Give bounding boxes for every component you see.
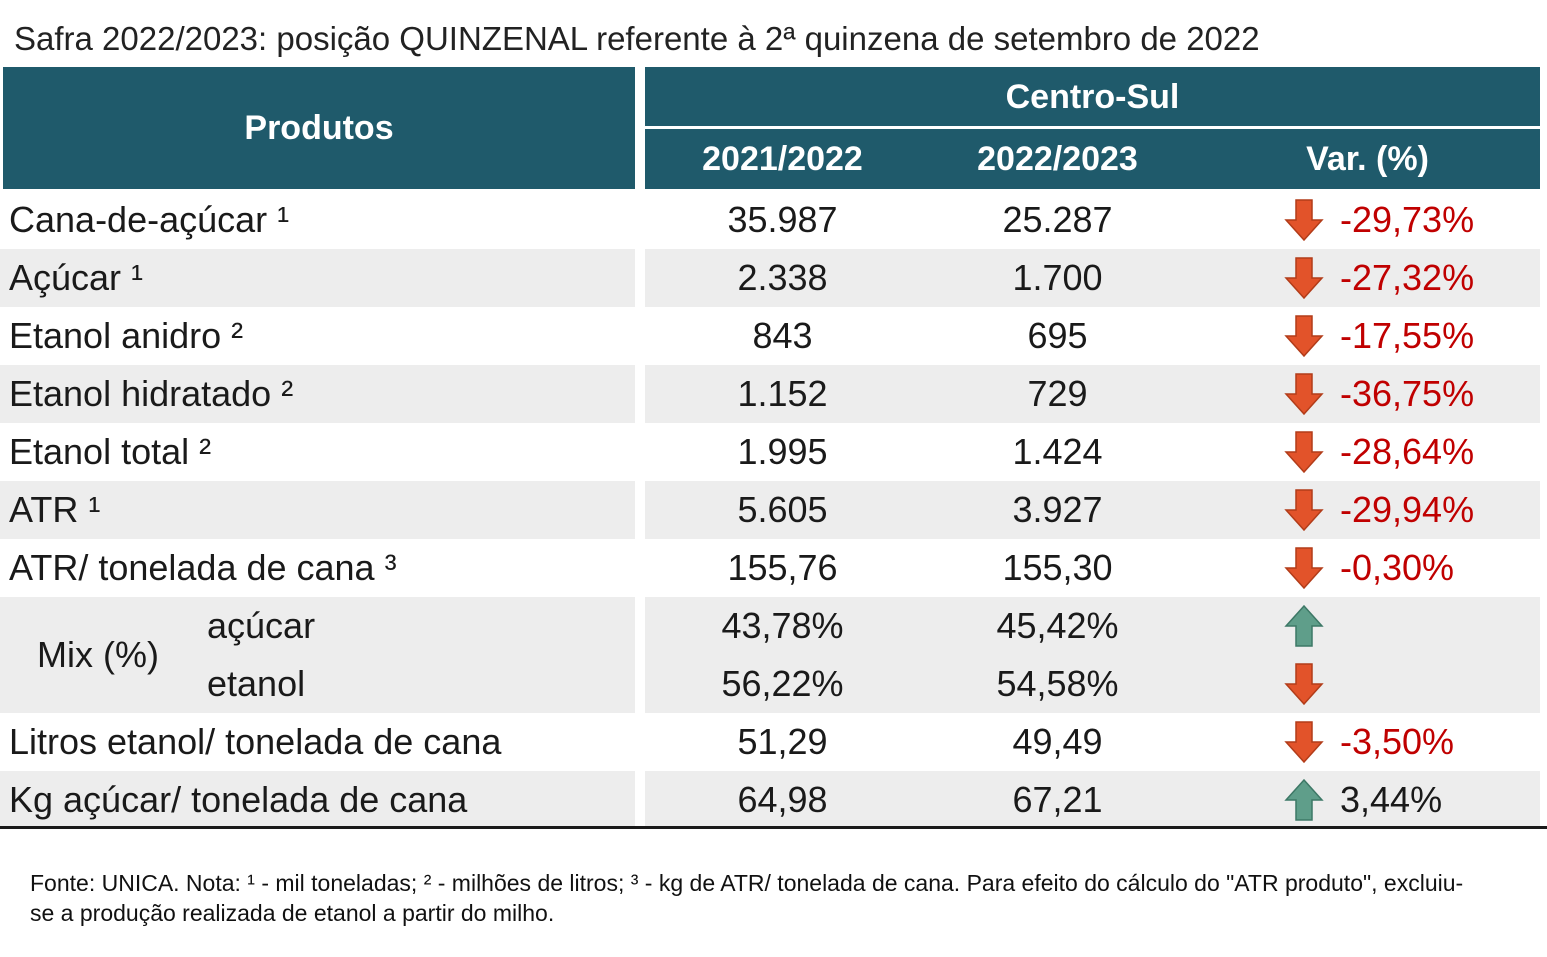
- mix-block: Mix (%) açúcar 43,78% 45,42% etanol 56,22% 54…: [0, 597, 1547, 713]
- value-2022-2023: 1.424: [1012, 431, 1103, 472]
- value-2021-2022: 155,76: [727, 547, 838, 588]
- mix-label: Mix (%): [37, 634, 159, 675]
- value-2021-2022: 5.605: [737, 489, 828, 530]
- value-2022-2023: 695: [1027, 315, 1088, 356]
- row-label: ATR ¹: [9, 489, 101, 530]
- variation-value: -0,30%: [1340, 547, 1455, 588]
- variation-value: -27,32%: [1340, 257, 1475, 298]
- table-row: Cana-de-açúcar ¹ 35.987 25.287 -29,73%: [0, 191, 1547, 249]
- row-shade-left: [0, 365, 635, 423]
- arrow-down-icon: [1284, 663, 1324, 706]
- value-2021-2022: 1.152: [737, 373, 828, 414]
- table-bottom-border: [0, 826, 1547, 829]
- row-label: açúcar: [207, 605, 316, 646]
- row-shade-left: [0, 249, 635, 307]
- row-label: Etanol total ²: [9, 431, 212, 472]
- row-label: Etanol hidratado ²: [9, 373, 294, 414]
- variation-value: -28,64%: [1340, 431, 1475, 472]
- row-label: Kg açúcar/ tonelada de cana: [9, 779, 468, 820]
- value-2022-2023: 3.927: [1012, 489, 1103, 530]
- value-2021-2022: 35.987: [727, 199, 838, 240]
- arrow-down-icon: [1284, 489, 1324, 532]
- header-region: Centro-Sul: [645, 67, 1540, 127]
- variation-value: -36,75%: [1340, 373, 1475, 414]
- row-label: Cana-de-açúcar ¹: [9, 199, 290, 240]
- arrow-down-icon: [1284, 373, 1324, 416]
- header-col-2022-label: 2022/2023: [977, 139, 1138, 178]
- arrow-up-icon: [1284, 778, 1324, 821]
- table-row: ATR/ tonelada de cana ³ 155,76 155,30 -0,30…: [0, 539, 1547, 597]
- variation-value: -3,50%: [1340, 721, 1455, 762]
- value-2021-2022: 51,29: [737, 721, 828, 762]
- row-label: ATR/ tonelada de cana ³: [9, 547, 397, 588]
- value-2021-2022: 1.995: [737, 431, 828, 472]
- value-2021-2022: 64,98: [737, 779, 828, 820]
- header-divider: [645, 126, 1540, 129]
- mix-shade-right: [645, 597, 1540, 713]
- table-row: etanol 56,22% 54,58%: [0, 655, 1547, 713]
- value-2022-2023: 67,21: [1012, 779, 1103, 820]
- table-row: Etanol anidro ² 843 695 -17,55%: [0, 307, 1547, 365]
- value-2022-2023: 45,42%: [996, 605, 1119, 646]
- value-2022-2023: 155,30: [1002, 547, 1113, 588]
- header-produtos-label: Produtos: [244, 108, 394, 147]
- header-col-var-label: Var. (%): [1306, 139, 1429, 178]
- row-shade-right: [645, 481, 1540, 539]
- variation-value: -29,94%: [1340, 489, 1475, 530]
- header-col-2022: 2022/2023: [920, 129, 1195, 189]
- table-row: ATR ¹ 5.605 3.927 -29,94%: [0, 481, 1547, 539]
- header-col-2021: 2021/2022: [645, 129, 920, 189]
- table-row: açúcar 43,78% 45,42%: [0, 597, 1547, 655]
- row-label: Litros etanol/ tonelada de cana: [9, 721, 502, 762]
- value-2022-2023: 49,49: [1012, 721, 1103, 762]
- row-shade-right: [645, 249, 1540, 307]
- page-title: Safra 2022/2023: posição QUINZENAL refer…: [14, 20, 1260, 57]
- mix-shade-left: [0, 597, 635, 713]
- arrow-down-icon: [1284, 199, 1324, 242]
- header-produtos: Produtos: [3, 67, 635, 189]
- row-label: Etanol anidro ²: [9, 315, 244, 356]
- arrow-down-icon: [1284, 315, 1324, 358]
- arrow-down-icon: [1284, 721, 1324, 764]
- value-2022-2023: 54,58%: [996, 663, 1119, 704]
- variation-value: 3,44%: [1340, 779, 1443, 820]
- footnote: Fonte: UNICA. Nota: ¹ - mil toneladas; ²…: [30, 870, 1464, 926]
- table-row: Açúcar ¹ 2.338 1.700 -27,32%: [0, 249, 1547, 307]
- value-2021-2022: 843: [752, 315, 813, 356]
- value-2022-2023: 25.287: [1002, 199, 1113, 240]
- row-shade-left: [0, 481, 635, 539]
- value-2021-2022: 2.338: [737, 257, 828, 298]
- table-row: Kg açúcar/ tonelada de cana 64,98 67,21 3,4…: [0, 771, 1547, 829]
- row-shade-right: [645, 771, 1540, 829]
- table-row: Litros etanol/ tonelada de cana 51,29 49,4…: [0, 713, 1547, 771]
- value-2021-2022: 43,78%: [721, 605, 844, 646]
- value-2022-2023: 729: [1027, 373, 1088, 414]
- header-region-label: Centro-Sul: [1005, 77, 1180, 116]
- header-col-var: Var. (%): [1195, 129, 1540, 189]
- arrow-up-icon: [1284, 604, 1324, 647]
- table-row: Etanol total ² 1.995 1.424 -28,64%: [0, 423, 1547, 481]
- arrow-down-icon: [1284, 257, 1324, 300]
- header-col-2021-label: 2021/2022: [702, 139, 863, 178]
- arrow-down-icon: [1284, 547, 1324, 590]
- variation-value: -29,73%: [1340, 199, 1475, 240]
- value-2021-2022: 56,22%: [721, 663, 844, 704]
- variation-value: -17,55%: [1340, 315, 1475, 356]
- row-shade-right: [645, 365, 1540, 423]
- row-shade-left: [0, 771, 635, 829]
- row-label: Açúcar ¹: [9, 257, 144, 298]
- arrow-down-icon: [1284, 431, 1324, 474]
- row-label: etanol: [207, 663, 306, 704]
- value-2022-2023: 1.700: [1012, 257, 1103, 298]
- table-row: Etanol hidratado ² 1.152 729 -36,75%: [0, 365, 1547, 423]
